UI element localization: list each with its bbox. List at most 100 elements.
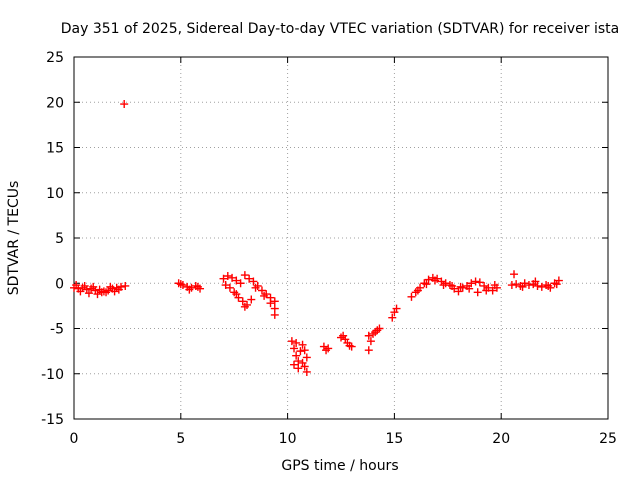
y-tick-label: 0 (55, 276, 64, 292)
data-point (471, 277, 480, 286)
data-point (245, 274, 254, 283)
data-point (102, 288, 111, 297)
data-point (347, 342, 356, 351)
y-tick-label: -5 (50, 322, 64, 338)
data-point (524, 281, 533, 290)
data-point (422, 280, 431, 289)
data-point (249, 277, 258, 286)
data-point (467, 279, 476, 288)
data-point (302, 367, 311, 376)
data-point (221, 281, 230, 290)
data-point (430, 276, 439, 285)
data-point (290, 360, 299, 369)
data-point (364, 331, 373, 340)
data-point (544, 281, 553, 290)
data-point (298, 340, 307, 349)
data-point (270, 310, 279, 319)
data-point (93, 290, 102, 299)
data-point (292, 351, 301, 360)
data-point (296, 347, 305, 356)
data-point (257, 286, 266, 295)
data-point (366, 337, 375, 346)
data-point (490, 281, 499, 290)
axis-ticks: 0 5 10 15 20 25 -15 -10 -5 0 5 10 15 20 25 (41, 50, 617, 447)
data-point (228, 273, 237, 282)
data-point (465, 284, 474, 293)
y-tick-label: 20 (46, 95, 64, 111)
data-point (225, 283, 234, 292)
x-tick-label: 0 (70, 431, 79, 447)
data-point (537, 282, 546, 291)
data-point (84, 289, 93, 298)
data-point (454, 287, 463, 296)
data-point (260, 291, 269, 300)
data-point (482, 286, 491, 295)
data-point (407, 292, 416, 301)
data-point (110, 287, 119, 296)
x-tick-label: 20 (492, 431, 510, 447)
y-tick-label: 10 (46, 186, 64, 202)
data-point (518, 282, 527, 291)
x-axis-label: GPS time / hours (281, 458, 398, 474)
data-points (70, 100, 563, 376)
data-point (510, 270, 519, 279)
data-point (475, 278, 484, 287)
data-point (121, 281, 130, 290)
data-point (232, 276, 241, 285)
data-point (424, 275, 433, 284)
y-axis-label: SDTVAR / TECUs (6, 181, 22, 296)
data-point (114, 285, 123, 294)
data-point (300, 346, 309, 355)
data-point (392, 304, 401, 313)
data-point (512, 280, 521, 289)
data-point (240, 302, 249, 311)
data-point (238, 297, 247, 306)
chart-title: Day 351 of 2025, Sidereal Day-to-day VTE… (61, 21, 619, 37)
data-point (456, 282, 465, 291)
grid-lines (74, 57, 608, 419)
data-point (193, 282, 202, 291)
data-point (89, 282, 98, 291)
data-point (266, 299, 275, 308)
data-point (185, 285, 194, 294)
data-point (251, 283, 260, 292)
data-point (531, 277, 540, 286)
data-point (533, 281, 542, 290)
data-point (302, 353, 311, 362)
data-point (375, 324, 384, 333)
data-point (413, 286, 422, 295)
data-point (364, 346, 373, 355)
data-point (80, 281, 89, 290)
data-point (290, 344, 299, 353)
data-point (552, 280, 561, 289)
y-tick-label: 25 (46, 50, 64, 66)
data-point (76, 287, 85, 296)
x-tick-label: 25 (599, 431, 617, 447)
data-point (270, 297, 279, 306)
y-tick-label: -10 (41, 367, 64, 383)
data-point (236, 279, 245, 288)
y-tick-label: -15 (41, 412, 64, 428)
data-point (223, 272, 232, 281)
y-tick-label: 5 (55, 231, 64, 247)
data-point (324, 344, 333, 353)
data-point (480, 281, 489, 290)
data-point (294, 364, 303, 373)
y-tick-label: 15 (46, 141, 64, 157)
data-point (294, 357, 303, 366)
data-point (473, 288, 482, 297)
data-point (292, 338, 301, 347)
data-point (300, 362, 309, 371)
data-point (106, 282, 115, 291)
data-point (287, 337, 296, 346)
x-tick-label: 15 (385, 431, 403, 447)
data-point (120, 100, 129, 109)
data-point (232, 290, 241, 299)
data-point (240, 271, 249, 280)
data-point (176, 280, 185, 289)
x-tick-label: 5 (176, 431, 185, 447)
data-point (439, 281, 448, 290)
data-point (72, 281, 81, 290)
data-point (247, 295, 256, 304)
